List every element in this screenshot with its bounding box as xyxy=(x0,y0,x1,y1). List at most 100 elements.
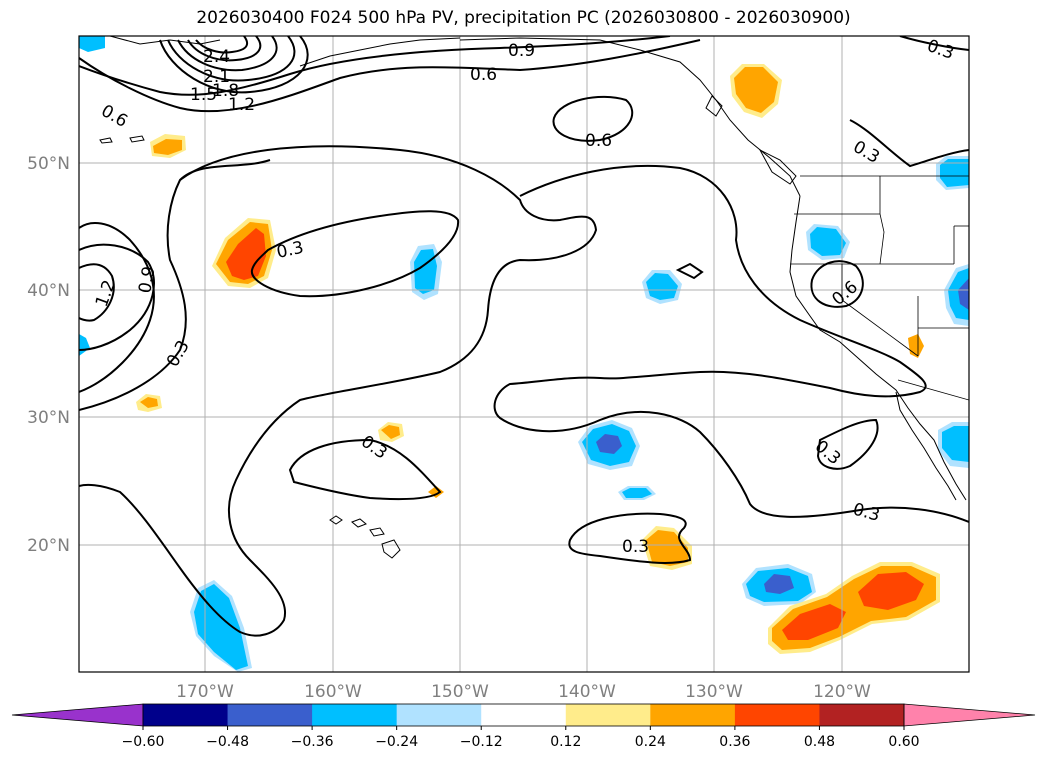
coast-maui xyxy=(369,527,385,537)
shade-red-15n-core-b xyxy=(858,572,924,610)
colorbar-segment xyxy=(565,704,651,726)
lon-tick-labels: 170°W 160°W 150°W 140°W 130°W 120°W xyxy=(176,682,871,702)
colorbar-segment xyxy=(481,704,567,726)
colorbar-tick-label: 0.48 xyxy=(804,734,835,750)
contour-label: 1.2 xyxy=(228,95,255,115)
pv-contours xyxy=(79,36,969,637)
map-background xyxy=(79,36,969,672)
coast-small-island-a xyxy=(129,135,145,143)
pv-contour-0.9-north xyxy=(79,36,671,96)
gridlines xyxy=(79,36,969,672)
lat-label: 20°N xyxy=(27,536,70,556)
lat-label: 50°N xyxy=(27,154,70,174)
lat-label: 30°N xyxy=(27,408,70,428)
coast-oahu xyxy=(351,518,367,528)
colorbar-tick-label: 0.60 xyxy=(888,734,919,750)
contour-label: 0.6 xyxy=(470,65,497,85)
colorbar-tick-label: −0.60 xyxy=(122,734,165,750)
colorbar-segment xyxy=(819,704,905,726)
map-frame xyxy=(78,35,970,673)
colorbar-tick-label: −0.36 xyxy=(291,734,334,750)
pv-contour-0.6-coast xyxy=(810,260,864,308)
shade-blue-50n xyxy=(940,159,969,187)
border-ca-nv xyxy=(841,264,919,357)
pv-contour-0.3-west-b xyxy=(79,159,271,411)
coast-aleutians xyxy=(109,36,221,45)
colorbar-frame xyxy=(142,703,905,727)
coast-west-north-america xyxy=(789,195,967,501)
political-boundaries xyxy=(790,175,969,401)
coast-haida-gwaii xyxy=(705,95,723,117)
lon-label: 130°W xyxy=(685,682,743,702)
shade-orange-31n-core xyxy=(140,397,158,408)
pv-contour-0.3-central xyxy=(79,145,598,637)
shade-orange-20n xyxy=(646,530,688,566)
shade-blue-39n-core xyxy=(958,278,969,310)
coast-big-island xyxy=(381,539,401,559)
contour-label: 1.8 xyxy=(212,81,239,101)
shade-orange-56n xyxy=(734,67,778,113)
coast-kauai xyxy=(329,515,343,525)
coast-gulf-of-alaska xyxy=(459,37,801,197)
colorbar-segment xyxy=(734,704,820,726)
colorbar-segment xyxy=(650,704,736,726)
pv-contour-0.3-loop-45n xyxy=(250,210,460,298)
colorbar-tick-label: −0.48 xyxy=(206,734,249,750)
coastlines xyxy=(99,36,967,559)
pv-contour-2.4 xyxy=(195,36,249,54)
lon-label: 160°W xyxy=(304,682,362,702)
coast-baja xyxy=(895,391,957,501)
contour-label: 0.3 xyxy=(622,537,649,557)
precip-shading xyxy=(79,36,969,672)
lon-label: 120°W xyxy=(813,682,871,702)
shade-red-43n-core xyxy=(226,228,266,280)
pv-contour-0.9-west xyxy=(79,243,155,351)
border-or-id xyxy=(879,213,885,265)
pv-contour-0.3-28n xyxy=(816,418,879,470)
shade-red-15n-core-a xyxy=(782,604,846,640)
pv-contour-1.8 xyxy=(177,36,278,72)
lon-label: 170°W xyxy=(176,682,234,702)
colorbar-extend-max xyxy=(903,703,1036,727)
contour-label: 0.6 xyxy=(585,131,612,151)
lat-label: 40°N xyxy=(27,281,70,301)
lat-tick-labels: 50°N 40°N 30°N 20°N xyxy=(27,154,70,556)
coast-alaska-peninsula xyxy=(299,37,461,67)
lon-label: 140°W xyxy=(558,682,616,702)
pv-contour-1.2-west xyxy=(79,263,115,322)
contour-label: 1.5 xyxy=(190,85,217,105)
colorbar-segment xyxy=(143,704,229,726)
shade-blue-15n xyxy=(194,584,248,670)
shade-blue-17n-core xyxy=(764,574,794,594)
shade-orange-52n-core xyxy=(153,139,182,155)
shade-nw-corner xyxy=(79,36,105,52)
colorbar-tick-label: −0.24 xyxy=(375,734,418,750)
pv-contour-0.3-top-right xyxy=(899,36,969,51)
shade-orange-29n-core xyxy=(381,425,400,439)
colorbar-segment xyxy=(227,704,313,726)
lon-label: 150°W xyxy=(431,682,489,702)
shade-blue-28n-east xyxy=(942,426,969,462)
pv-contour-0.3-loop-25n xyxy=(288,438,442,501)
coast-small-island-b xyxy=(99,137,113,144)
pv-contour-1.2 xyxy=(159,36,309,94)
colorbar-extend-min xyxy=(11,703,144,727)
shade-blue-39n xyxy=(948,268,969,320)
pv-contour-0.3-east xyxy=(493,164,969,523)
pv-contour-0.3-ne xyxy=(849,119,969,168)
pv-contour-0.3-loop-20n xyxy=(568,512,692,564)
pv-contour-0.6-north xyxy=(79,39,701,113)
contour-label: 0.9 xyxy=(135,265,159,295)
colorbar: −0.60 −0.48 −0.36 −0.24 −0.12 0.12 0.24 0.36 0.4… xyxy=(11,703,1036,750)
pv-contour-2.1 xyxy=(187,36,262,62)
shade-blue-28n-core xyxy=(596,434,622,454)
colorbar-tick-label: 0.36 xyxy=(719,734,750,750)
colorbar-tick-label: 0.24 xyxy=(635,734,666,750)
shade-blue-43n xyxy=(810,227,846,256)
shade-blue-24n xyxy=(622,488,652,498)
pv-contour-1.5 xyxy=(167,36,296,82)
shade-blue-40n xyxy=(646,273,678,300)
border-us-mexico xyxy=(897,379,969,401)
colorbar-tick-label: −0.12 xyxy=(460,734,503,750)
